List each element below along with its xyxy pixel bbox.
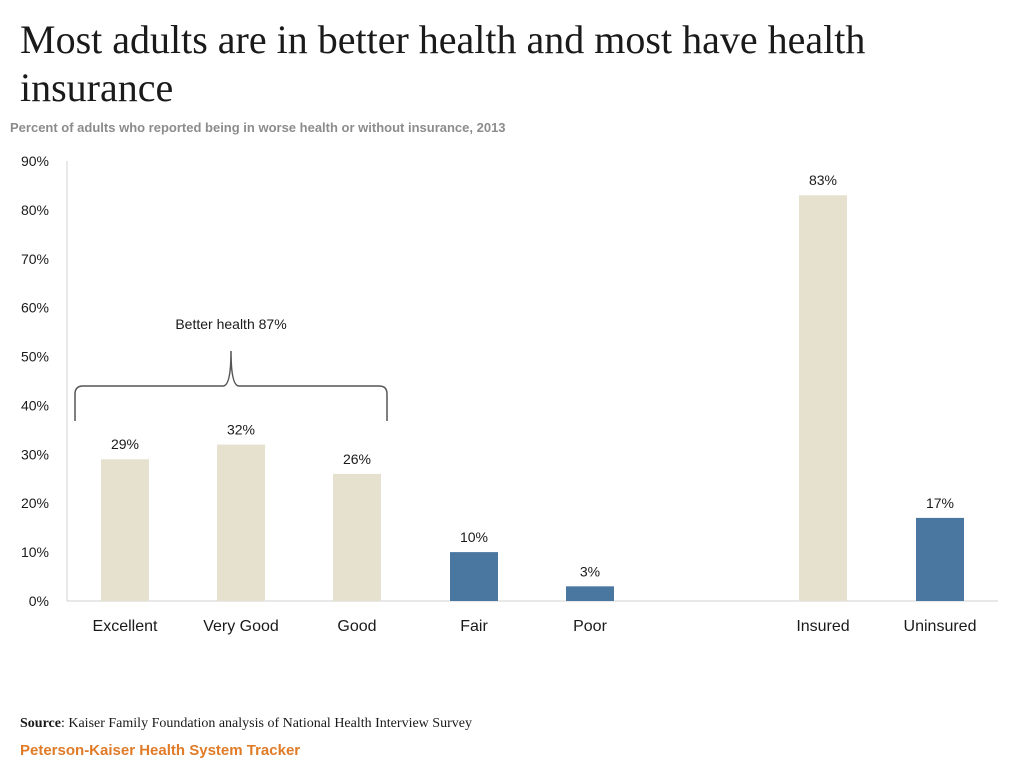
data-label: 83% xyxy=(809,172,837,188)
bar xyxy=(450,552,498,601)
better-health-brace xyxy=(74,350,388,421)
source-label: Source xyxy=(20,716,61,731)
bar xyxy=(566,586,614,601)
data-label: 10% xyxy=(460,529,488,545)
data-label: 17% xyxy=(926,495,954,511)
x-tick-label: Very Good xyxy=(203,618,279,635)
chart-subtitle: Percent of adults who reported being in … xyxy=(10,120,506,135)
y-tick-label: 20% xyxy=(21,495,49,511)
x-tick-label: Excellent xyxy=(93,618,158,635)
bar xyxy=(799,195,847,601)
y-tick-label: 10% xyxy=(21,544,49,560)
bar xyxy=(333,473,381,601)
bar xyxy=(101,459,149,601)
y-tick-label: 40% xyxy=(21,397,49,413)
source-note: Source: Kaiser Family Foundation analysi… xyxy=(20,716,472,732)
y-tick-label: 90% xyxy=(21,153,49,169)
bar-chart: 0% 10% 20% 30% 40% 50% 60% 70% 80% 90% 29% Excellen… xyxy=(21,153,998,635)
y-tick-label: 0% xyxy=(29,593,49,609)
data-label: 32% xyxy=(227,422,255,438)
x-tick-label: Insured xyxy=(796,618,849,635)
y-tick-label: 50% xyxy=(21,349,49,365)
bar xyxy=(916,517,964,601)
data-label: 29% xyxy=(111,436,139,452)
x-tick-label: Fair xyxy=(460,618,488,635)
y-tick-label: 80% xyxy=(21,202,49,218)
x-tick-label: Uninsured xyxy=(904,618,977,635)
source-text: : Kaiser Family Foundation analysis of N… xyxy=(60,716,472,731)
chart-title: Most adults are in better health and mos… xyxy=(20,17,866,110)
x-tick-label: Good xyxy=(337,618,376,635)
better-health-annotation: Better health 87% xyxy=(175,316,286,332)
data-label: 3% xyxy=(580,563,600,579)
y-tick-label: 70% xyxy=(21,251,49,267)
y-tick-label: 60% xyxy=(21,300,49,316)
brand-footer: Peterson-Kaiser Health System Tracker xyxy=(20,742,301,759)
bar xyxy=(217,444,265,601)
x-tick-label: Poor xyxy=(573,618,607,635)
y-tick-label: 30% xyxy=(21,446,49,462)
data-label: 26% xyxy=(343,451,371,467)
